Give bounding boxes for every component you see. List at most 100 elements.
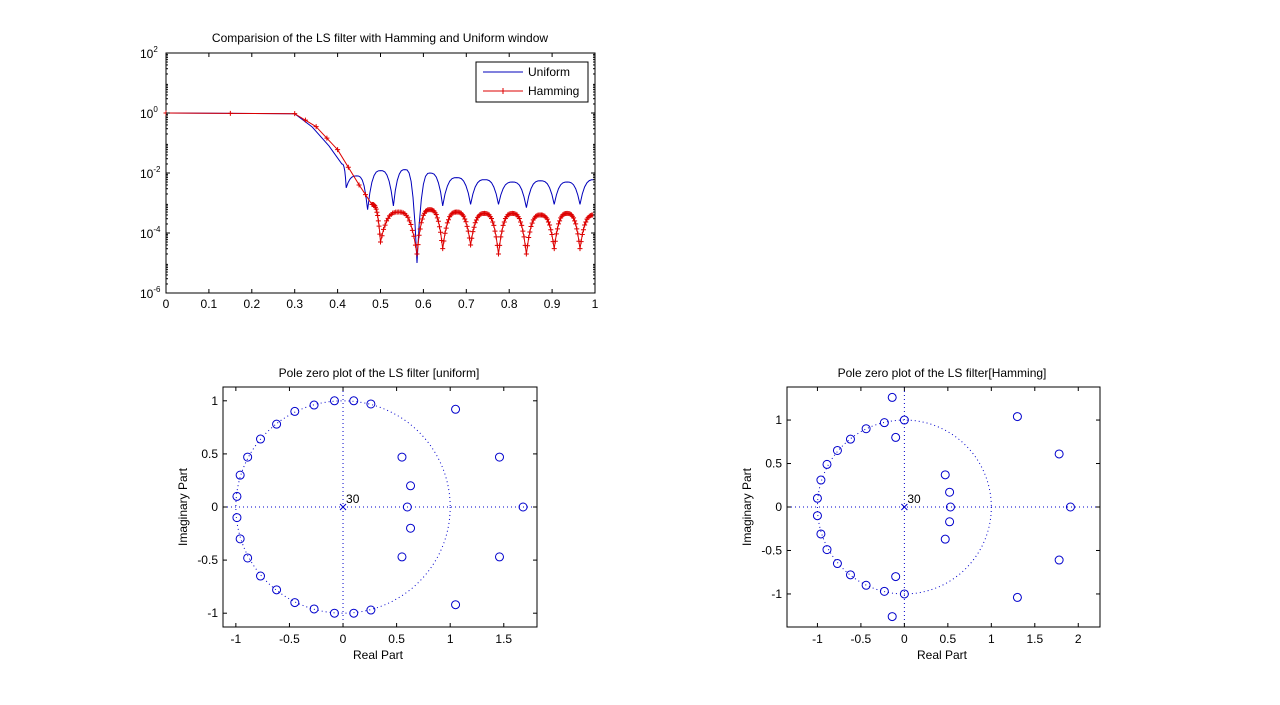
- zero-marker: [309, 400, 319, 410]
- zero-marker: [832, 445, 842, 455]
- zero-marker: [822, 545, 832, 555]
- hamming-marker: [324, 135, 330, 141]
- hamming-marker: [571, 215, 577, 221]
- hamming-marker: [586, 213, 592, 219]
- zero-marker: [945, 517, 955, 527]
- hamming-marker: [493, 234, 499, 240]
- zero-marker: [822, 459, 832, 469]
- hamming-marker: [472, 220, 478, 226]
- hamming-marker: [375, 213, 381, 219]
- hamming-marker: [416, 232, 422, 238]
- hamming-marker: [506, 211, 512, 217]
- hamming-marker: [381, 226, 387, 232]
- hamming-marker: [553, 231, 559, 237]
- x-tick-label: -1: [812, 632, 823, 646]
- zero-marker: [329, 396, 339, 406]
- chart2-x-axis: -1 -0.5 0 0.5 1 1.5: [231, 387, 512, 646]
- hamming-marker: [549, 231, 555, 237]
- x-tick-label: 0.8: [501, 297, 518, 311]
- x-tick-label: 0: [901, 632, 908, 646]
- chart2-title: Pole zero plot of the LS filter [uniform…: [279, 366, 480, 380]
- zero-marker: [945, 502, 955, 512]
- zero-marker: [891, 432, 901, 442]
- hamming-marker: [379, 233, 385, 239]
- hamming-marker: [356, 182, 362, 188]
- zero-marker: [816, 475, 826, 485]
- hamming-marker: [544, 216, 550, 222]
- zero-marker: [272, 585, 282, 595]
- chart1-legend: Uniform Hamming: [475, 61, 589, 103]
- hamming-marker: [405, 214, 411, 220]
- pole-marker: [901, 503, 908, 511]
- unit-circle: [235, 400, 451, 614]
- hamming-marker: [500, 222, 506, 228]
- hamming-marker: [580, 227, 586, 233]
- zero-marker: [256, 571, 266, 581]
- hamming-marker: [579, 231, 585, 237]
- y-tick-exponent: -4: [153, 225, 161, 234]
- chart3-xlabel: Real Part: [917, 648, 968, 662]
- hamming-marker: [497, 242, 503, 248]
- zero-marker: [891, 572, 901, 582]
- hamming-marker: [573, 221, 579, 227]
- y-tick-label: 0.5: [765, 457, 782, 471]
- zero-marker: [887, 612, 897, 622]
- zero-marker: [243, 452, 253, 462]
- hamming-marker: [376, 223, 382, 229]
- zero-marker: [290, 598, 300, 608]
- zero-marker: [451, 600, 461, 610]
- chart2-ylabel: Imaginary Part: [176, 467, 190, 546]
- hamming-marker: [540, 212, 546, 218]
- zero-marker: [406, 523, 416, 533]
- chart1-title: Comparision of the LS filter with Hammin…: [212, 31, 548, 45]
- hamming-marker: [528, 224, 534, 230]
- hamming-marker: [583, 219, 589, 225]
- hamming-marker: [362, 192, 368, 198]
- hamming-marker: [516, 215, 522, 221]
- zero-marker: [879, 418, 889, 428]
- y-tick-label: -1: [207, 606, 218, 620]
- chart3-x-axis: -1 -0.5 0 0.5 1 1.5 2: [812, 387, 1082, 646]
- x-tick-label: 0.9: [544, 297, 561, 311]
- y-tick-label: 0: [775, 500, 782, 514]
- hamming-marker: [412, 242, 418, 248]
- hamming-marker: [525, 243, 531, 249]
- zero-marker: [899, 415, 909, 425]
- x-tick-label: -0.5: [279, 632, 300, 646]
- hamming-marker: [450, 210, 456, 216]
- hamming-marker: [415, 242, 421, 248]
- hamming-marker: [498, 234, 504, 240]
- hamming-marker: [548, 227, 554, 233]
- legend-hamming-label: Hamming: [528, 84, 579, 98]
- legend-hamming-marker: [500, 88, 506, 94]
- hamming-marker: [513, 211, 519, 217]
- hamming-marker: [345, 164, 351, 170]
- hamming-marker: [375, 218, 381, 224]
- zero-marker: [816, 529, 826, 539]
- zero-marker: [309, 604, 319, 614]
- hamming-marker: [435, 218, 441, 224]
- chart2-zeros: [232, 396, 528, 618]
- y-tick-label: 1: [775, 413, 782, 427]
- chart3-zeros: [812, 392, 1075, 622]
- y-tick-label: -1: [771, 587, 782, 601]
- hamming-marker: [470, 229, 476, 235]
- hamming-marker: [523, 251, 529, 257]
- hamming-marker: [227, 110, 233, 116]
- chart3-pole: [901, 503, 908, 511]
- zero-marker: [349, 608, 359, 618]
- zero-marker: [406, 481, 416, 491]
- chart3-pole-multiplicity: 30: [907, 492, 921, 506]
- hamming-marker: [442, 230, 448, 236]
- hamming-marker: [582, 222, 588, 228]
- hamming-marker: [440, 246, 446, 252]
- y-tick-exponent: -2: [153, 165, 161, 174]
- hamming-marker: [545, 219, 551, 225]
- x-tick-label: 0: [163, 297, 170, 311]
- x-tick-label: 2: [1075, 632, 1082, 646]
- hamming-marker: [551, 246, 557, 252]
- x-tick-label: 1: [447, 632, 454, 646]
- zero-marker: [494, 452, 504, 462]
- zero-marker: [940, 470, 950, 480]
- hamming-marker: [478, 211, 484, 217]
